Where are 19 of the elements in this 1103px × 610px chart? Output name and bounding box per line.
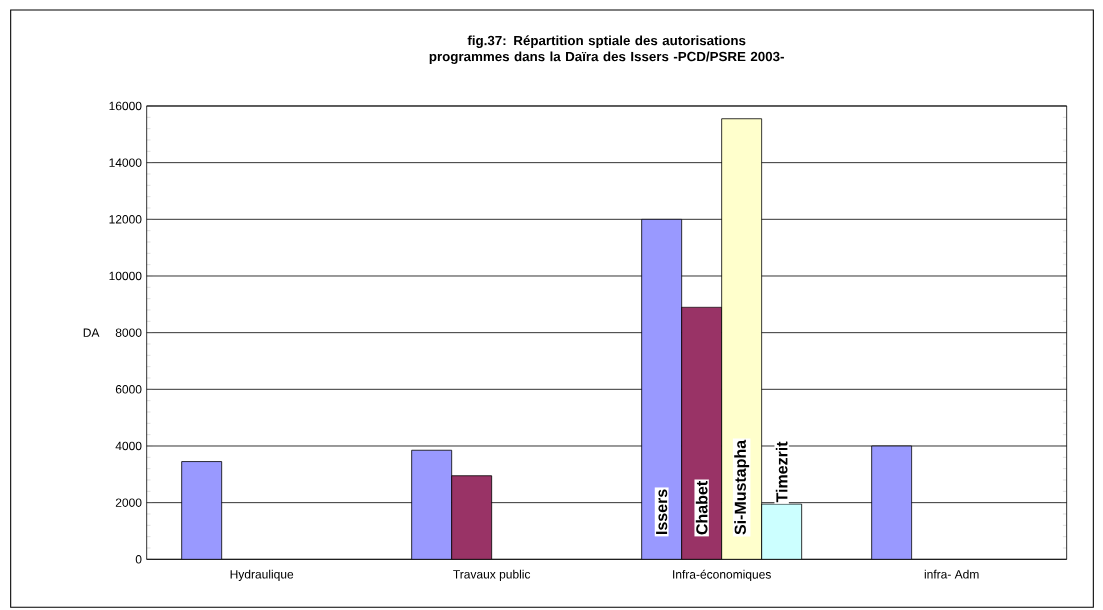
x-tick-label: Infra-économiques	[673, 569, 771, 582]
x-tick-label: Travaux public	[453, 569, 531, 581]
y-axis-title: DA	[83, 328, 100, 337]
y-tick-label: 8000	[115, 328, 142, 337]
y-tick-label: 2000	[115, 498, 142, 507]
y-tick-label: 14000	[109, 158, 142, 167]
y-tick-label: 10000	[109, 271, 142, 281]
y-tick-label: 16000	[109, 101, 142, 111]
series-label: Chabet	[695, 481, 708, 535]
series-label: Si-Mustapha	[734, 439, 750, 535]
x-tick-label: infra- Adm	[924, 569, 979, 579]
y-tick-label: 12000	[109, 215, 142, 224]
x-tick-label: Hydraulique	[230, 569, 294, 581]
chart-title: fig.37: Répartition sptiale des autorisations programmes dans la Daïra des Issers -PCD/PSRE 2003-	[429, 35, 784, 64]
series-label: Issers	[656, 489, 668, 534]
y-tick-label: 4000	[115, 441, 142, 451]
y-tick-label: 0	[135, 555, 142, 564]
y-tick-label: 6000	[115, 385, 142, 394]
text: Timezrit	[775, 441, 788, 503]
